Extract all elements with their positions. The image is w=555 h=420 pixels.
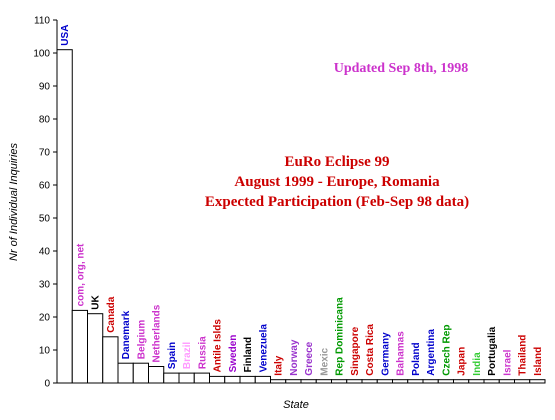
y-tick-label: 60 <box>39 181 51 192</box>
y-tick-label: 40 <box>39 247 51 258</box>
category-label: Norway <box>289 339 300 376</box>
bar <box>132 362 149 384</box>
bar <box>209 375 226 384</box>
bar <box>331 379 348 384</box>
bar <box>71 309 88 384</box>
bars <box>56 49 546 384</box>
bar <box>361 379 378 384</box>
category-label: Bahamas <box>396 331 407 376</box>
y-tick-label: 0 <box>44 379 50 390</box>
bar <box>468 379 485 384</box>
category-label: Thailand <box>518 335 529 376</box>
bar <box>148 366 165 384</box>
bar <box>514 379 531 384</box>
bar <box>270 379 287 384</box>
bar <box>163 372 180 384</box>
bar <box>392 379 409 384</box>
category-label: Venezuela <box>258 324 269 373</box>
category-label: Italy <box>274 355 285 375</box>
y-tick-label: 100 <box>33 49 50 60</box>
category-label: Netherlands <box>152 304 163 362</box>
category-label: Island <box>533 347 544 376</box>
y-tick-label: 50 <box>39 214 51 225</box>
bar <box>285 379 302 384</box>
bar <box>483 379 500 384</box>
chart-title-line-3: Expected Participation (Feb-Sep 98 data) <box>205 194 469 210</box>
category-label: com, org, net <box>75 243 86 306</box>
category-label: Antile Islds <box>213 319 224 373</box>
chart-title-line-2: August 1999 - Europe, Romania <box>234 174 440 190</box>
bar <box>300 379 317 384</box>
bar <box>315 379 332 384</box>
category-label: Costa Rica <box>365 324 376 376</box>
category-label: Danemark <box>121 310 132 359</box>
bar <box>529 379 546 384</box>
x-axis-title: State <box>283 399 309 411</box>
category-label: Poland <box>411 342 422 375</box>
category-label: Japan <box>457 347 468 376</box>
bar <box>239 375 256 384</box>
category-label: Czech Rep <box>441 325 452 376</box>
updated-note: Updated Sep 8th, 1998 <box>334 61 469 76</box>
bar <box>178 372 195 384</box>
bar <box>56 49 73 384</box>
bar <box>346 379 363 384</box>
bar <box>498 379 515 384</box>
category-label: USA <box>60 25 71 46</box>
bar <box>193 372 210 384</box>
bar <box>422 379 439 384</box>
category-label: Finland <box>243 337 254 373</box>
category-label: Sweden <box>228 335 239 373</box>
category-label: Portugalia <box>487 326 498 375</box>
y-tick-label: 80 <box>39 115 51 126</box>
category-label: Brazil <box>182 342 193 369</box>
y-axis-title: Nr of Individual Inquiries <box>8 143 20 262</box>
category-label: Belgium <box>136 320 147 360</box>
bar <box>407 379 424 384</box>
category-label: Singapore <box>350 326 361 375</box>
y-tick-label: 90 <box>39 82 51 93</box>
category-label: Rep Dominicana <box>335 297 346 376</box>
category-label: Greece <box>304 341 315 375</box>
bar <box>102 336 119 384</box>
y-tick-label: 10 <box>39 346 51 357</box>
y-tick-label: 30 <box>39 280 51 291</box>
chart-title-line-1: EuRo Eclipse 99 <box>284 154 389 170</box>
bar <box>254 375 271 384</box>
y-tick-label: 70 <box>39 148 51 159</box>
category-label: UK <box>91 294 102 309</box>
bar <box>87 313 104 384</box>
bar <box>437 379 454 384</box>
category-label: Argentina <box>426 329 437 376</box>
category-labels: USA com, org, net UK Canada Danemark Belgium N… <box>60 25 544 376</box>
bar <box>224 375 241 384</box>
category-label: Mexic <box>319 347 330 375</box>
category-label: Israel <box>502 349 513 375</box>
category-label: Canada <box>106 296 117 333</box>
category-label: India <box>472 352 483 376</box>
bar <box>376 379 393 384</box>
bar <box>117 362 134 384</box>
y-tick-label: 20 <box>39 313 51 324</box>
category-label: Russia <box>197 336 208 369</box>
bar <box>453 379 470 384</box>
y-tick-label: 110 <box>34 16 50 27</box>
category-label: Spain <box>167 342 178 369</box>
category-label: Germany <box>380 332 391 376</box>
